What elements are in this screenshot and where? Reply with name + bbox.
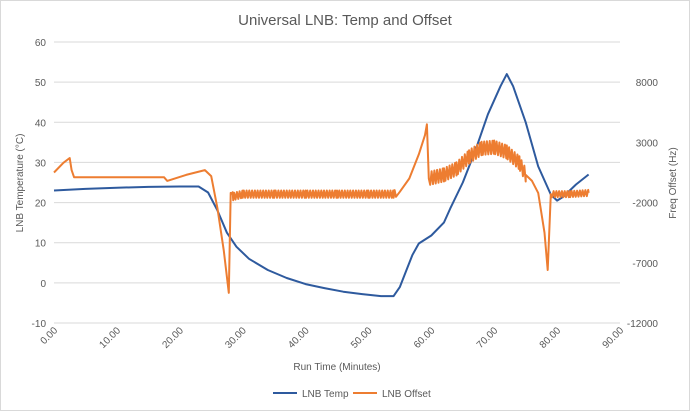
right-axis-title: Freq Offset (Hz) [668,147,679,219]
right-tick-label: -7000 [632,259,658,270]
x-axis-title: Run Time (Minutes) [293,362,380,373]
right-tick-label: 3000 [636,138,659,149]
gridlines [54,41,620,324]
left-tick-label: 0 [40,279,46,290]
x-tick-label: 50.00 [349,325,375,351]
x-tick-label: 80.00 [538,325,564,351]
legend-label-offset: LNB Offset [382,389,431,400]
left-tick-label: 30 [35,158,47,169]
x-tick-label: 90.00 [601,325,627,351]
x-tick-label: 30.00 [223,325,249,351]
left-tick-label: -10 [32,319,47,330]
right-axis-ticks: -12000 -7000 -2000 3000 8000 [627,78,659,330]
right-tick-label: -2000 [632,199,658,210]
left-tick-label: 10 [35,239,47,250]
left-axis-ticks: -10 0 10 20 30 40 50 60 [32,38,47,330]
chart-title: Universal LNB: Temp and Offset [238,12,453,29]
x-tick-label: 70.00 [475,325,501,351]
left-tick-label: 20 [35,199,47,210]
x-tick-label: 10.00 [98,325,124,351]
left-tick-label: 50 [35,78,47,89]
legend: LNB Temp LNB Offset [273,389,431,400]
right-tick-label: 8000 [636,78,659,89]
left-tick-label: 60 [35,38,47,49]
left-tick-label: 40 [35,118,47,129]
left-axis-title: LNB Temperature (°C) [15,134,26,233]
legend-label-temp: LNB Temp [302,389,349,400]
x-axis-ticks: 0.00 10.00 20.00 30.00 40.00 50.00 60.00 70.00 8… [39,325,627,351]
x-tick-label: 40.00 [286,325,312,351]
x-tick-label: 60.00 [412,325,438,351]
series-line-lnb-temp [53,73,590,298]
x-tick-label: 20.00 [160,325,186,351]
series-line-lnb-offset [53,123,590,294]
right-tick-label: -12000 [627,319,659,330]
series-layer [53,73,590,298]
